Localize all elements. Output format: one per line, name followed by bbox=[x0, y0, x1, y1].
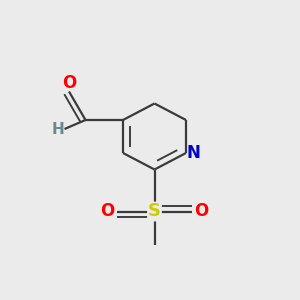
Text: H: H bbox=[52, 122, 64, 136]
Text: S: S bbox=[148, 202, 161, 220]
Text: N: N bbox=[187, 144, 200, 162]
Text: O: O bbox=[194, 202, 209, 220]
Text: O: O bbox=[100, 202, 115, 220]
Text: O: O bbox=[62, 74, 76, 92]
